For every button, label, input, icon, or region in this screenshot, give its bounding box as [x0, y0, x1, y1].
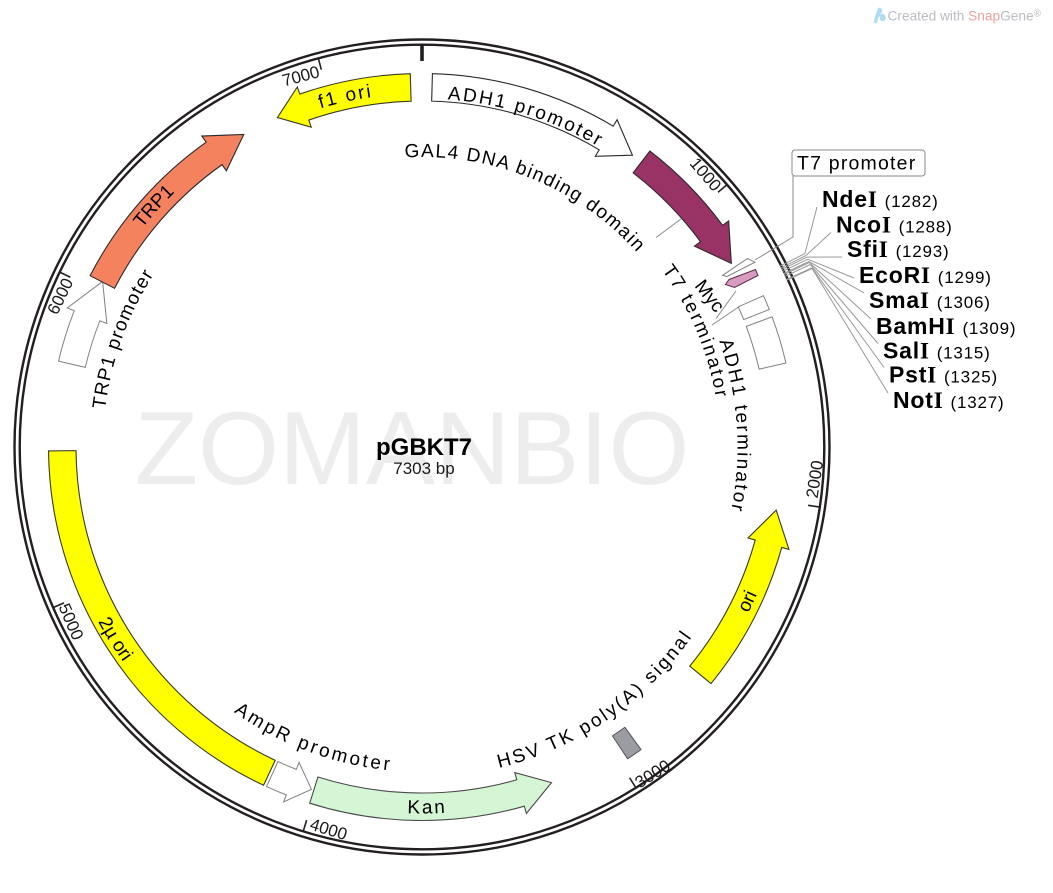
svg-text:Kan: Kan	[407, 797, 447, 819]
svg-text:Created with SnapGene®: Created with SnapGene®	[888, 9, 1042, 24]
svg-text:T7 promoter: T7 promoter	[797, 153, 916, 175]
svg-text:pGBKT7: pGBKT7	[376, 434, 472, 461]
svg-text:7303 bp: 7303 bp	[393, 459, 454, 478]
